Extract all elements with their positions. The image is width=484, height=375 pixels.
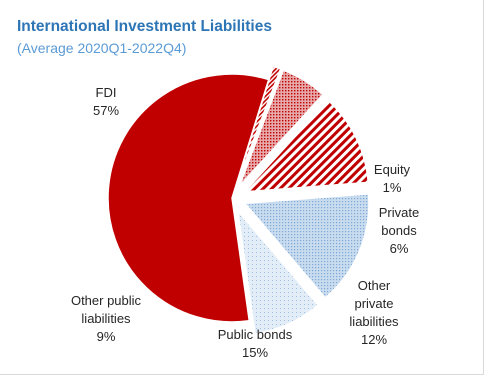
slice-label-other-public-liabilities: Other public liabilities 9% bbox=[71, 293, 142, 344]
pie-slice-other-public-liabilities bbox=[236, 208, 320, 335]
pie-slice-public-bonds bbox=[243, 193, 370, 299]
slice-label-private-bonds: Private bonds 6% bbox=[379, 205, 419, 256]
pie-slice-equity bbox=[235, 65, 282, 186]
pie-slice-fdi bbox=[107, 73, 270, 323]
pie-slice-other-private-liabilities bbox=[242, 99, 370, 193]
pie-slice-private-bonds bbox=[238, 69, 325, 187]
slice-label-equity: Equity 1% bbox=[374, 162, 411, 195]
chart-subtitle: (Average 2020Q1-2022Q4) bbox=[17, 40, 187, 56]
slice-label-other-private-liabilities: Other private liabilities 12% bbox=[349, 278, 399, 347]
chart-title: International Investment Liabilities bbox=[17, 18, 272, 35]
slice-label-fdi: FDI 57% bbox=[93, 85, 119, 118]
slice-label-public-bonds: Public bonds 15% bbox=[218, 327, 293, 360]
